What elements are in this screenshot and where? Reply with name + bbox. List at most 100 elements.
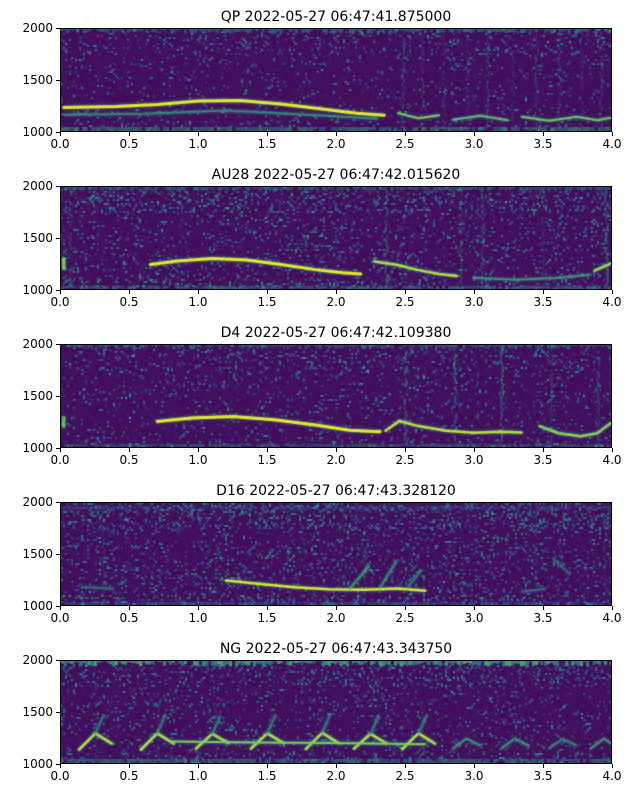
x-tick-label: 2.5 <box>395 769 415 783</box>
spectrogram-panel: NG 2022-05-27 06:47:43.343750 2000 1500 10… <box>0 640 640 783</box>
x-tick-mark <box>543 290 544 294</box>
x-tick-mark <box>60 606 61 610</box>
x-tick-label: 3.5 <box>533 295 553 309</box>
x-tick-mark <box>129 448 130 452</box>
x-tick-mark <box>198 290 199 294</box>
x-tick-mark <box>267 448 268 452</box>
y-tick-mark <box>56 553 60 555</box>
y-tick-mark <box>56 763 60 765</box>
spectrogram-image <box>61 345 611 447</box>
y-tick-label: 1500 <box>22 705 53 719</box>
spectrogram-panel: D16 2022-05-27 06:47:43.328120 2000 1500 1… <box>0 482 640 625</box>
y-tick-label: 1000 <box>22 441 53 455</box>
x-tick-label: 2.0 <box>326 295 346 309</box>
spectrogram-panel: AU28 2022-05-27 06:47:42.015620 2000 1500… <box>0 166 640 309</box>
x-tick-label: 3.0 <box>464 295 484 309</box>
panel-title: D16 2022-05-27 06:47:43.328120 <box>216 483 456 499</box>
x-tick-label: 4.0 <box>602 137 622 151</box>
x-tick-mark <box>336 448 337 452</box>
x-tick-mark <box>60 290 61 294</box>
x-tick-mark <box>612 290 613 294</box>
y-tick-label: 2000 <box>22 653 53 667</box>
y-tick-mark <box>56 395 60 397</box>
y-tick-label: 2000 <box>22 337 53 351</box>
x-tick-mark <box>129 132 130 136</box>
plot-area <box>60 28 612 132</box>
x-tick-label: 0.0 <box>50 769 70 783</box>
x-tick-label: 3.5 <box>533 769 553 783</box>
y-tick-mark <box>56 27 60 29</box>
y-tick-label: 2000 <box>22 179 53 193</box>
x-axis: 0.0 0.5 1.0 1.5 2.0 2.5 3.0 3.5 4.0 <box>50 606 622 625</box>
panel-title: D4 2022-05-27 06:47:42.109380 <box>220 325 452 341</box>
y-tick-mark <box>56 131 60 133</box>
y-tick-mark <box>56 501 60 503</box>
x-tick-label: 0.5 <box>119 453 139 467</box>
y-tick-label: 1000 <box>22 125 53 139</box>
x-tick-label: 1.5 <box>257 769 277 783</box>
x-axis: 0.0 0.5 1.0 1.5 2.0 2.5 3.0 3.5 4.0 <box>50 132 622 151</box>
x-tick-label: 4.0 <box>602 611 622 625</box>
x-tick-label: 0.0 <box>50 611 70 625</box>
x-tick-mark <box>474 764 475 768</box>
panel-title: QP 2022-05-27 06:47:41.875000 <box>220 9 452 25</box>
y-tick-label: 2000 <box>22 21 53 35</box>
x-axis: 0.0 0.5 1.0 1.5 2.0 2.5 3.0 3.5 4.0 <box>50 764 622 783</box>
y-tick-label: 1500 <box>22 389 53 403</box>
x-tick-mark <box>60 764 61 768</box>
x-tick-mark <box>267 132 268 136</box>
x-tick-label: 1.5 <box>257 453 277 467</box>
panel-title: NG 2022-05-27 06:47:43.343750 <box>219 641 453 657</box>
plot-area <box>60 502 612 606</box>
x-tick-mark <box>129 606 130 610</box>
x-tick-label: 0.5 <box>119 137 139 151</box>
x-tick-mark <box>198 606 199 610</box>
x-tick-label: 0.5 <box>119 295 139 309</box>
spectrogram-image <box>61 29 611 131</box>
x-tick-mark <box>336 606 337 610</box>
x-tick-label: 0.5 <box>119 611 139 625</box>
x-tick-label: 4.0 <box>602 453 622 467</box>
x-tick-mark <box>336 290 337 294</box>
x-tick-label: 3.5 <box>533 453 553 467</box>
x-tick-mark <box>612 448 613 452</box>
x-tick-mark <box>267 764 268 768</box>
y-tick-mark <box>56 605 60 607</box>
x-tick-mark <box>612 132 613 136</box>
x-tick-mark <box>405 132 406 136</box>
spectrogram-panel: D4 2022-05-27 06:47:42.109380 2000 1500 10… <box>0 324 640 467</box>
x-tick-mark <box>129 764 130 768</box>
plot-area <box>60 186 612 290</box>
y-axis: 2000 1500 1000 <box>0 337 60 455</box>
x-tick-mark <box>405 606 406 610</box>
y-axis: 2000 1500 1000 <box>0 653 60 771</box>
x-tick-label: 1.5 <box>257 611 277 625</box>
x-axis: 0.0 0.5 1.0 1.5 2.0 2.5 3.0 3.5 4.0 <box>50 448 622 467</box>
y-tick-label: 2000 <box>22 495 53 509</box>
x-tick-label: 4.0 <box>602 295 622 309</box>
x-tick-mark <box>60 448 61 452</box>
x-tick-mark <box>543 764 544 768</box>
x-tick-mark <box>60 132 61 136</box>
y-tick-label: 1500 <box>22 547 53 561</box>
x-tick-label: 0.0 <box>50 137 70 151</box>
plot-area <box>60 344 612 448</box>
x-tick-mark <box>129 290 130 294</box>
y-tick-mark <box>56 237 60 239</box>
y-axis: 2000 1500 1000 <box>0 21 60 139</box>
x-tick-label: 3.5 <box>533 611 553 625</box>
x-tick-label: 4.0 <box>602 769 622 783</box>
x-tick-label: 0.5 <box>119 769 139 783</box>
y-tick-mark <box>56 447 60 449</box>
x-tick-label: 2.0 <box>326 453 346 467</box>
x-tick-label: 3.0 <box>464 453 484 467</box>
x-tick-label: 3.0 <box>464 611 484 625</box>
x-axis: 0.0 0.5 1.0 1.5 2.0 2.5 3.0 3.5 4.0 <box>50 290 622 309</box>
y-tick-label: 1500 <box>22 231 53 245</box>
x-tick-mark <box>543 448 544 452</box>
x-tick-label: 1.5 <box>257 295 277 309</box>
x-tick-mark <box>267 606 268 610</box>
x-tick-label: 2.5 <box>395 453 415 467</box>
x-tick-label: 1.0 <box>188 295 208 309</box>
x-tick-label: 3.0 <box>464 769 484 783</box>
